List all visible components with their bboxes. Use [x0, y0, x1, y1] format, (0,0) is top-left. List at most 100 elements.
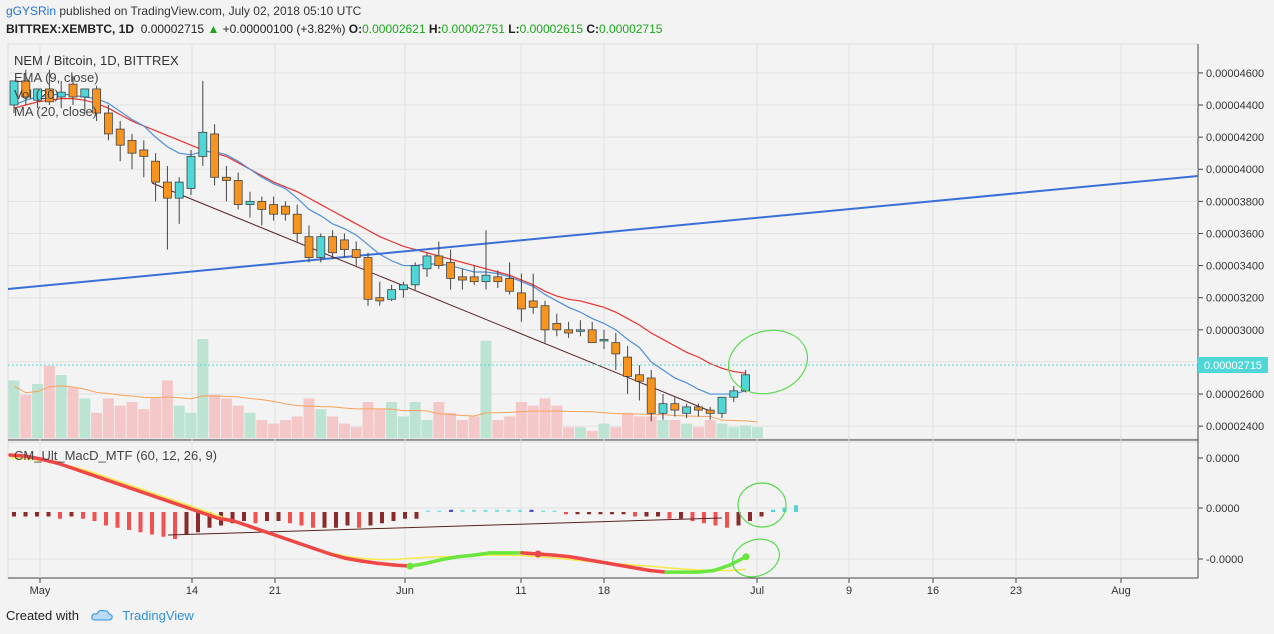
price-tick-label: 0.00003400: [1206, 261, 1264, 273]
volume-bar: [114, 405, 126, 438]
legend-ema[interactable]: EMA (9, close): [14, 70, 99, 85]
macd-line-segment: [88, 472, 108, 482]
macd-histogram: [12, 505, 798, 539]
volume-bar: [386, 402, 398, 438]
volume-bar: [704, 420, 716, 438]
volume-bar: [279, 420, 291, 438]
histogram-bar: [242, 512, 246, 521]
candle: [139, 149, 149, 157]
chart-background: [0, 40, 1274, 600]
trendline-blue[interactable]: [7, 175, 1199, 290]
time-tick-label: 14: [186, 585, 198, 597]
price-axis: 0.000024000.000026000.000028000.00003000…: [1198, 68, 1264, 433]
cross-dot: [406, 562, 414, 570]
legend-title: NEM / Bitcoin, 1D, BITTREX: [14, 53, 179, 68]
candle: [434, 255, 444, 266]
macd-line-segment: [600, 560, 620, 567]
volume-bar: [315, 409, 327, 438]
volume-bar: [740, 425, 752, 438]
volume-ma-line: [13, 385, 758, 423]
symbol: BITTREX:XEMBTC, 1D: [6, 22, 135, 36]
histogram-bar: [184, 512, 189, 535]
histogram-bar: [368, 512, 373, 526]
tradingview-link[interactable]: TradingView: [122, 608, 194, 623]
volume-bar: [728, 427, 740, 438]
time-tick-label: May: [30, 585, 51, 597]
time-tick-label: 16: [927, 585, 939, 597]
time-axis: May 14 21 Jun 11 18 Jul 9 16 23 Aug: [30, 578, 1131, 597]
volume-bar: [645, 416, 657, 438]
volume-bar: [433, 402, 445, 438]
macd-line-segment: [104, 478, 124, 487]
macd-line-segment: [616, 563, 636, 570]
candle: [729, 390, 739, 398]
histogram-bar: [587, 512, 591, 515]
histogram-bar: [334, 512, 338, 528]
highlight-circle-price[interactable]: [721, 322, 814, 403]
histogram-bar: [403, 512, 407, 519]
candle: [162, 181, 172, 199]
volume-bar: [692, 427, 704, 438]
macd-line-segment: [712, 563, 732, 573]
legend-vol[interactable]: Vol (20): [14, 87, 59, 102]
volume-bar: [67, 387, 79, 438]
candle: [21, 80, 31, 98]
macd-line-segment: [552, 553, 572, 559]
histogram-bar: [736, 512, 741, 526]
candle: [127, 139, 137, 154]
open-value: 0.00002621: [362, 22, 426, 36]
candle: [269, 204, 279, 215]
volume-bar: [185, 412, 197, 438]
trendline-down[interactable]: [151, 182, 711, 412]
macd-line-segment: [360, 559, 380, 566]
high-label: H:: [428, 22, 442, 36]
histogram-bar: [265, 512, 269, 521]
volume-bar: [32, 384, 44, 438]
macd-line-segment: [40, 457, 60, 465]
macd-trendline[interactable]: [167, 517, 723, 536]
volume-bar: [43, 366, 55, 438]
last-price-tag-text: 0.00002715: [1204, 360, 1262, 372]
legend-macd[interactable]: CM_Ult_MacD_MTF (60, 12, 26, 9): [14, 448, 217, 463]
candle: [33, 88, 42, 101]
candle: [151, 160, 161, 183]
histogram-bar: [759, 512, 764, 517]
volume-bar: [91, 412, 103, 438]
candle: [670, 403, 680, 411]
legend-ma[interactable]: MA (20, close): [14, 104, 97, 119]
histogram-bar: [725, 512, 729, 528]
price-chart[interactable]: 0.000024000.000026000.000028000.00003000…: [0, 40, 1274, 600]
grid: [8, 44, 1198, 578]
volume-bar: [504, 416, 516, 438]
time-tick-label: 18: [598, 585, 610, 597]
highlight-circle-hist[interactable]: [737, 482, 787, 528]
author-link[interactable]: gGYSRin: [6, 4, 57, 18]
publish-text: published on TradingView.com, July 02, 2…: [59, 4, 362, 18]
time-tick-label: 21: [269, 585, 281, 597]
candle: [210, 133, 220, 178]
histogram-bar: [81, 512, 85, 519]
histogram-bar: [552, 510, 557, 512]
price-tick-label: 0.00003800: [1206, 196, 1264, 208]
volume-bar: [173, 405, 185, 438]
histogram-bar: [357, 512, 361, 528]
candle: [552, 322, 562, 331]
volume-bar: [409, 402, 421, 438]
candle: [375, 297, 385, 302]
volume-bar: [515, 402, 527, 438]
volume-bar: [338, 423, 350, 438]
volume-bar: [102, 398, 114, 438]
cross-dot: [534, 550, 542, 558]
low-label: L:: [508, 22, 520, 36]
highlight-circle-macd[interactable]: [727, 533, 784, 583]
high-value: 0.00002751: [441, 22, 505, 36]
candle: [186, 155, 196, 189]
close-value: 0.00002715: [599, 22, 663, 36]
histogram-bar: [46, 512, 51, 517]
candle: [304, 236, 314, 258]
candle: [363, 257, 373, 300]
volume-bar: [397, 416, 409, 438]
histogram-bar: [437, 510, 442, 512]
volume-bar: [527, 405, 539, 438]
histogram-bar: [460, 509, 465, 512]
